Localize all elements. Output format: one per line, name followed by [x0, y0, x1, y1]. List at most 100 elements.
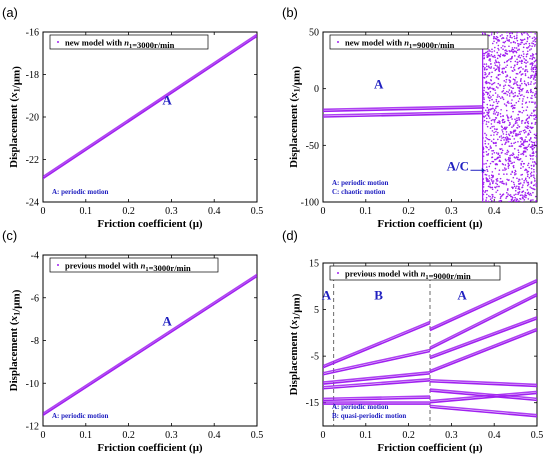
- data-point: [484, 132, 486, 135]
- data-point: [523, 181, 525, 184]
- legend-box: [49, 257, 219, 273]
- motion-note: A: periodic motion: [52, 412, 108, 420]
- data-point: [521, 88, 523, 91]
- data-point: [497, 74, 500, 77]
- data-point: [491, 197, 493, 199]
- data-point: [533, 74, 536, 76]
- data-point: [531, 37, 534, 40]
- data-point: [491, 83, 493, 85]
- data-point: [491, 188, 494, 191]
- data-point: [502, 182, 505, 185]
- data-point: [489, 182, 491, 184]
- data-point: [527, 145, 530, 147]
- data-point: [497, 131, 499, 134]
- data-point: [501, 129, 503, 131]
- data-point: [511, 196, 514, 199]
- data-point: [488, 165, 491, 168]
- data-point: [493, 109, 496, 111]
- series-line: [323, 378, 431, 388]
- data-point: [483, 52, 485, 55]
- data-point: [487, 115, 490, 118]
- data-point: [523, 131, 526, 134]
- data-point: [501, 182, 503, 184]
- data-point: [499, 97, 502, 99]
- data-point: [517, 193, 519, 196]
- data-point: [488, 177, 491, 179]
- data-point: [515, 51, 518, 54]
- data-point: [486, 180, 488, 183]
- data-point: [535, 91, 537, 93]
- data-point: [529, 158, 532, 160]
- data-point: [510, 180, 513, 183]
- data-point: [527, 173, 529, 176]
- data-point: [523, 80, 526, 83]
- data-point: [510, 198, 513, 201]
- data-point: [505, 168, 507, 170]
- y-tick-label: -50: [306, 141, 319, 152]
- data-point: [493, 121, 496, 123]
- data-point: [521, 137, 523, 140]
- data-point: [485, 136, 487, 139]
- region-label: A: [374, 77, 384, 92]
- data-point: [484, 189, 487, 192]
- data-point: [491, 171, 494, 173]
- data-point: [524, 140, 527, 143]
- data-point: [491, 42, 494, 45]
- data-point: [533, 83, 535, 85]
- data-point: [508, 194, 511, 197]
- data-point: [522, 142, 525, 144]
- data-point: [505, 182, 508, 184]
- data-point: [518, 90, 521, 93]
- series-line: [323, 395, 431, 400]
- data-point: [483, 93, 485, 96]
- data-point: [486, 75, 489, 77]
- data-point: [513, 185, 516, 188]
- data-point: [514, 37, 516, 40]
- data-point: [507, 139, 509, 141]
- series-line: [323, 322, 431, 369]
- data-point: [527, 83, 530, 86]
- data-point: [525, 55, 528, 58]
- data-point: [530, 55, 532, 57]
- data-point: [488, 117, 491, 119]
- panel-label: (a): [2, 5, 18, 20]
- data-point: [485, 177, 488, 179]
- data-point: [516, 156, 518, 159]
- data-point: [534, 86, 537, 89]
- data-point: [507, 59, 510, 61]
- data-point: [521, 186, 524, 188]
- data-point: [508, 32, 511, 35]
- data-point: [494, 89, 496, 92]
- data-point: [535, 36, 537, 39]
- data-point: [518, 125, 521, 128]
- y-tick-label: -5: [311, 352, 319, 363]
- data-point: [499, 112, 502, 115]
- data-point: [502, 136, 505, 139]
- data-point: [494, 62, 496, 64]
- data-point: [506, 101, 509, 104]
- data-point: [525, 32, 527, 34]
- data-point: [517, 42, 519, 45]
- data-point: [492, 55, 495, 58]
- data-point: [507, 137, 509, 140]
- data-point: [533, 94, 536, 97]
- panel-label: (d): [282, 228, 298, 243]
- data-point: [497, 82, 500, 85]
- data-point: [502, 90, 505, 92]
- data-point: [517, 133, 520, 136]
- data-point: [505, 105, 508, 107]
- data-point: [510, 60, 512, 63]
- data-point: [517, 95, 519, 97]
- y-tick-label: -10: [26, 379, 39, 390]
- data-point: [485, 200, 487, 202]
- data-point: [534, 123, 536, 125]
- data-point: [510, 200, 513, 202]
- data-point: [493, 128, 496, 130]
- data-point: [499, 115, 502, 118]
- panel-d: (d) 0 0.1 0.2 0.3 0.4 0.5 -15 -5 5 15 Friction coef…: [282, 228, 543, 454]
- data-point: [494, 64, 497, 67]
- data-point: [532, 154, 535, 157]
- data-point: [497, 94, 499, 96]
- data-point: [496, 32, 499, 34]
